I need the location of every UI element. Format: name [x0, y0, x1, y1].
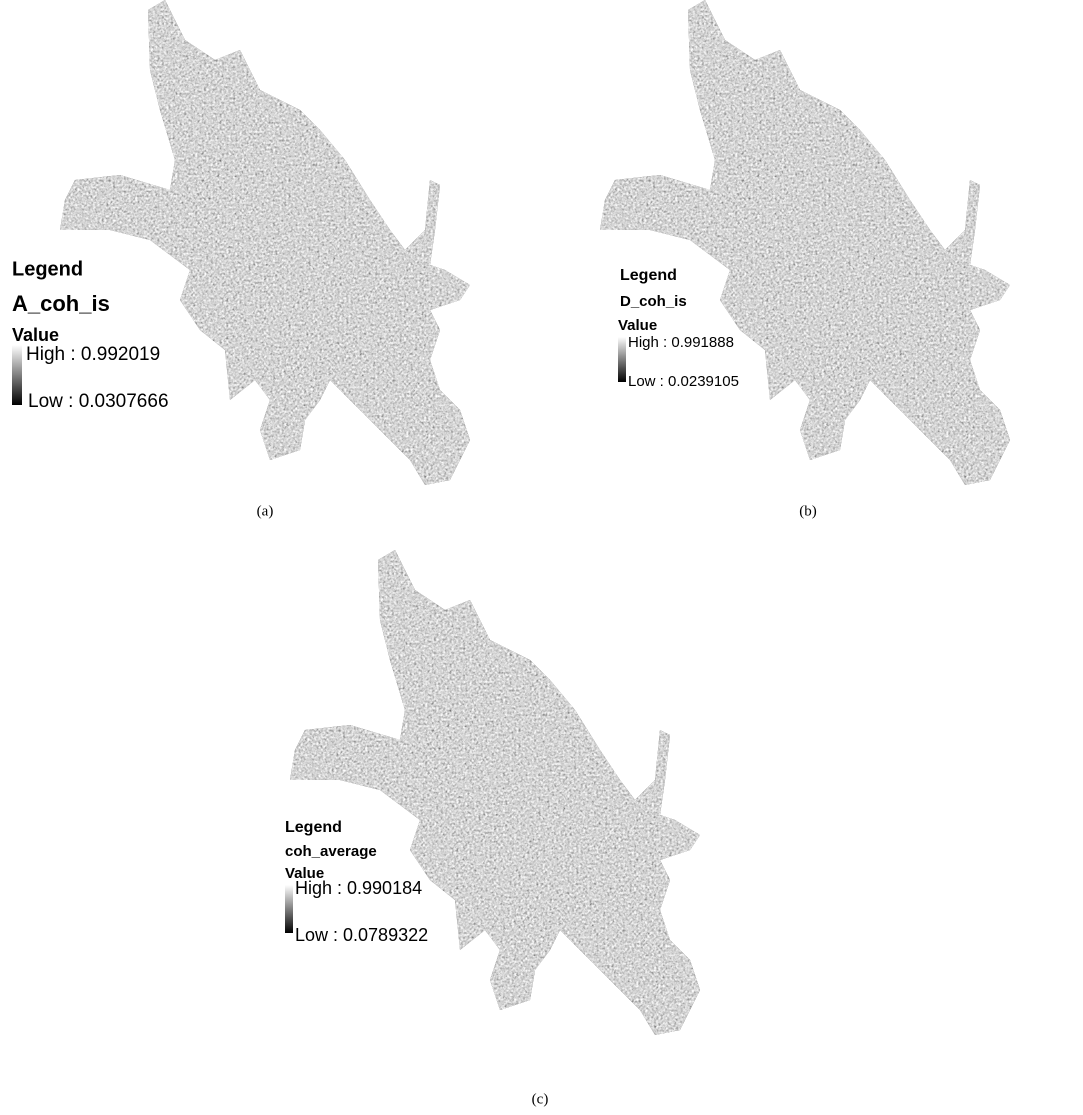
map-a — [60, 0, 480, 490]
high-label: High : 0.990184 — [295, 878, 422, 898]
high-label: High : 0.992019 — [26, 344, 160, 365]
field-name: Value — [12, 325, 59, 345]
layer-name: coh_average — [285, 843, 377, 860]
figure: Legend A_coh_is Value High : 0.992019 Lo… — [0, 0, 1083, 1115]
layer-name: D_coh_is — [620, 293, 687, 310]
color-ramp — [618, 337, 626, 382]
caption: (a) — [257, 503, 274, 519]
color-ramp — [12, 345, 22, 405]
layer-name: A_coh_is — [12, 291, 110, 316]
legend-title: Legend — [12, 258, 83, 280]
caption: (b) — [799, 503, 817, 519]
low-label: Low : 0.0789322 — [295, 925, 428, 945]
legend-title: Legend — [620, 267, 677, 284]
low-label: Low : 0.0239105 — [628, 373, 739, 390]
color-ramp — [285, 885, 293, 933]
caption: (c) — [532, 1091, 549, 1107]
low-label: Low : 0.0307666 — [28, 391, 169, 412]
legend-title: Legend — [285, 819, 342, 836]
map-c — [290, 550, 710, 1040]
map-b — [600, 0, 1020, 490]
high-label: High : 0.991888 — [628, 334, 734, 351]
field-name: Value — [618, 317, 657, 334]
